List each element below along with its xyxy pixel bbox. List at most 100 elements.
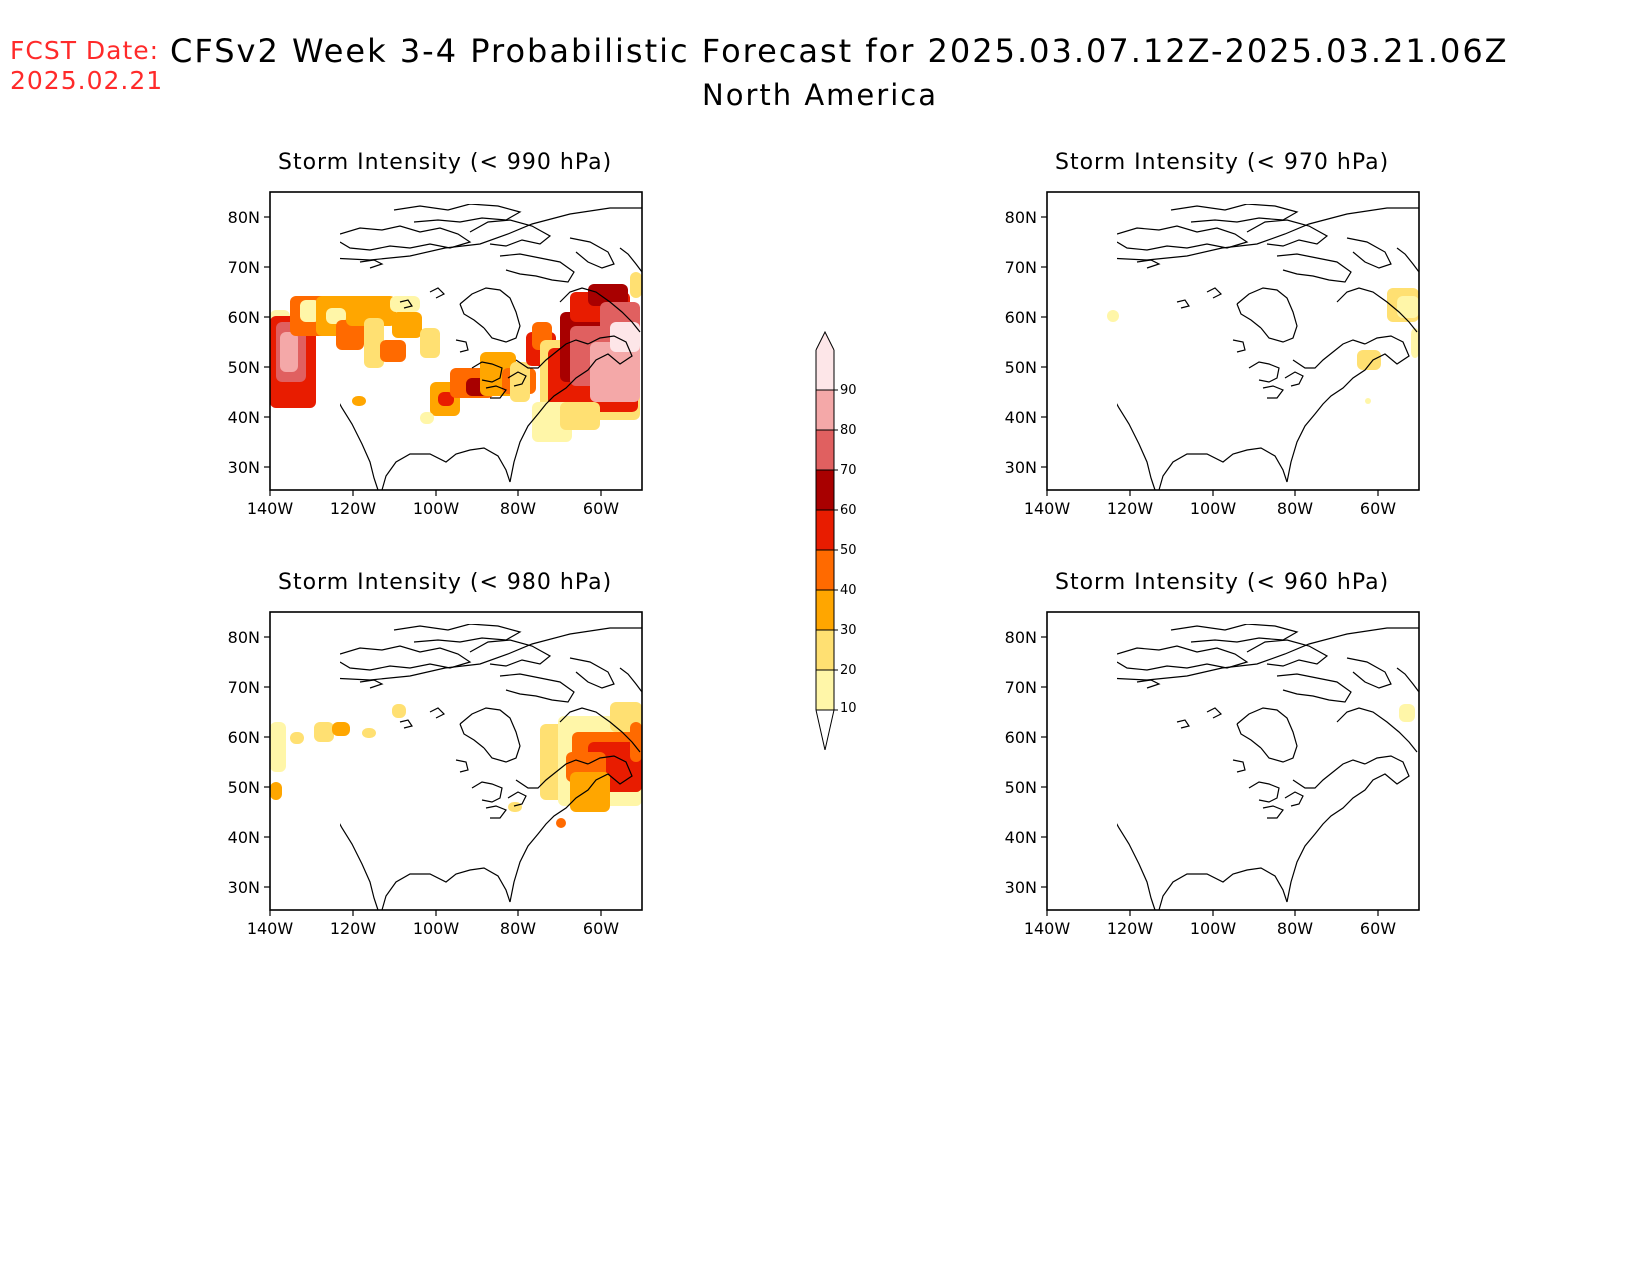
map-frame bbox=[269, 611, 643, 911]
panel-title-970: Storm Intensity (< 970 hPa) bbox=[1055, 150, 1390, 175]
lon-label: 80W bbox=[500, 499, 536, 518]
fcst-date-block: FCST Date: 2025.02.21 bbox=[10, 36, 163, 96]
lon-label: 80W bbox=[1277, 919, 1313, 938]
probability-cell bbox=[420, 328, 440, 358]
lat-label: 70N bbox=[1005, 258, 1037, 277]
probability-cell bbox=[570, 772, 610, 812]
lon-label: 140W bbox=[247, 919, 294, 938]
fcst-date-value: 2025.02.21 bbox=[10, 66, 164, 95]
lon-label: 140W bbox=[1024, 499, 1071, 518]
probability-cell bbox=[1397, 296, 1419, 318]
colorbar-label: 90 bbox=[840, 383, 857, 398]
colorbar: 10 20 30 40 50 60 70 80 90 bbox=[815, 330, 857, 750]
map-panel-970: 80N 70N 60N 50N 40N 30N 140W 120W 100W 80W 60W bbox=[1005, 191, 1420, 518]
coastline bbox=[1117, 204, 1420, 491]
probability-cell bbox=[300, 300, 320, 322]
lat-label: 60N bbox=[228, 728, 260, 747]
probability-cell bbox=[438, 392, 454, 406]
lat-label: 40N bbox=[1005, 408, 1037, 427]
probability-cell bbox=[392, 704, 406, 718]
probability-cell bbox=[392, 312, 422, 338]
lat-label: 70N bbox=[1005, 678, 1037, 697]
coastline bbox=[340, 204, 643, 491]
probability-cell bbox=[630, 272, 642, 298]
probability-cell bbox=[588, 284, 628, 306]
lat-label: 30N bbox=[1005, 878, 1037, 897]
lon-label: 100W bbox=[413, 919, 460, 938]
probability-cell bbox=[1107, 310, 1119, 322]
probability-cell bbox=[326, 308, 346, 324]
lat-label: 70N bbox=[228, 258, 260, 277]
colorbar-label: 20 bbox=[840, 663, 857, 678]
lat-label: 50N bbox=[228, 778, 260, 797]
lat-label: 50N bbox=[1005, 778, 1037, 797]
map-panel-980: 80N 70N 60N 50N 40N 30N 140W 120W 100W 80W 60W bbox=[228, 611, 643, 938]
lon-label: 120W bbox=[1107, 919, 1154, 938]
lon-label: 60W bbox=[583, 499, 619, 518]
panel-title-960: Storm Intensity (< 960 hPa) bbox=[1055, 570, 1390, 595]
lon-label: 60W bbox=[1360, 499, 1396, 518]
probability-field bbox=[270, 272, 642, 442]
lat-label: 80N bbox=[228, 628, 260, 647]
probability-cell bbox=[390, 296, 420, 312]
region-subtitle: North America bbox=[702, 78, 938, 112]
probability-cell bbox=[1411, 328, 1419, 358]
colorbar-label: 40 bbox=[840, 583, 857, 598]
probability-cell bbox=[270, 722, 286, 772]
colorbar-label: 60 bbox=[840, 503, 857, 518]
lon-label: 100W bbox=[1190, 499, 1237, 518]
lat-label: 40N bbox=[1005, 828, 1037, 847]
colorbar-label: 80 bbox=[840, 423, 857, 438]
probability-cell bbox=[1365, 398, 1371, 404]
probability-cell bbox=[380, 340, 406, 362]
panel-title-990: Storm Intensity (< 990 hPa) bbox=[278, 150, 613, 175]
coastline bbox=[1117, 624, 1420, 911]
colorbar-swatch bbox=[816, 350, 834, 390]
lat-label: 60N bbox=[1005, 308, 1037, 327]
colorbar-label: 50 bbox=[840, 543, 857, 558]
colorbar-swatch bbox=[816, 590, 834, 630]
probability-cell bbox=[556, 818, 566, 828]
probability-cell bbox=[420, 412, 434, 424]
probability-field bbox=[1107, 288, 1419, 404]
probability-cell bbox=[508, 802, 522, 812]
lat-label: 40N bbox=[228, 828, 260, 847]
map-frame bbox=[1046, 611, 1420, 911]
probability-cell bbox=[332, 722, 350, 736]
lat-label: 60N bbox=[228, 308, 260, 327]
probability-field bbox=[1399, 704, 1415, 722]
lon-label: 120W bbox=[1107, 499, 1154, 518]
colorbar-swatch bbox=[816, 630, 834, 670]
lat-label: 70N bbox=[228, 678, 260, 697]
probability-cell bbox=[352, 396, 366, 406]
lat-label: 40N bbox=[228, 408, 260, 427]
lat-label: 50N bbox=[1005, 358, 1037, 377]
probability-field bbox=[270, 702, 642, 828]
probability-cell bbox=[346, 296, 396, 326]
lon-label: 60W bbox=[583, 919, 619, 938]
lon-label: 100W bbox=[413, 499, 460, 518]
colorbar-swatch bbox=[816, 390, 834, 430]
lat-label: 60N bbox=[1005, 728, 1037, 747]
probability-cell bbox=[1357, 350, 1381, 370]
lon-label: 80W bbox=[500, 919, 536, 938]
lon-label: 140W bbox=[1024, 919, 1071, 938]
lon-label: 120W bbox=[330, 499, 377, 518]
probability-cell bbox=[314, 722, 334, 742]
lon-label: 140W bbox=[247, 499, 294, 518]
probability-cell bbox=[362, 728, 376, 738]
lon-label: 80W bbox=[1277, 499, 1313, 518]
probability-cell bbox=[510, 362, 530, 402]
lon-label: 60W bbox=[1360, 919, 1396, 938]
probability-cell bbox=[610, 322, 640, 352]
probability-cell bbox=[560, 402, 600, 430]
colorbar-swatch bbox=[816, 670, 834, 710]
lon-label: 100W bbox=[1190, 919, 1237, 938]
lat-label: 30N bbox=[1005, 458, 1037, 477]
probability-cell bbox=[630, 722, 642, 762]
fcst-date-label: FCST Date: bbox=[10, 36, 160, 65]
probability-cell bbox=[336, 320, 364, 350]
colorbar-swatch bbox=[816, 430, 834, 470]
lon-label: 120W bbox=[330, 919, 377, 938]
map-panel-960: 80N 70N 60N 50N 40N 30N 140W 120W 100W 80W 60W bbox=[1005, 611, 1420, 938]
